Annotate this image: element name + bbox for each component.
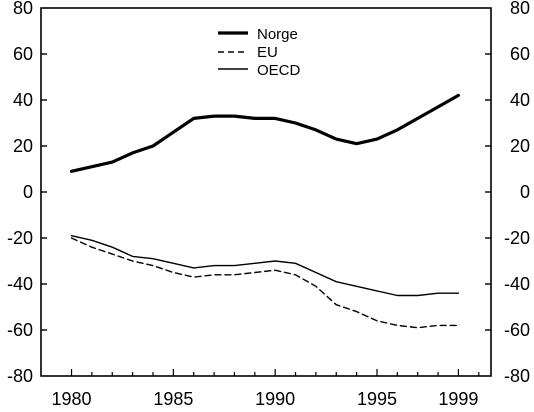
y-tick-label-left: 20 xyxy=(13,136,33,156)
legend-label-oecd: OECD xyxy=(257,62,301,79)
y-tick-label-right: -60 xyxy=(504,320,530,340)
legend: Norge EU OECD xyxy=(218,26,301,79)
y-tick-label-right: 20 xyxy=(510,136,530,156)
y-tick-label-left: 0 xyxy=(23,182,33,202)
axis-ticks: 80 80 60 60 40 40 20 20 0 0 -20 -20 -40 -40 -60 -60 -80 -… xyxy=(7,0,530,409)
series-line-norge xyxy=(69,93,460,173)
y-tick-label-left: -60 xyxy=(7,320,33,340)
y-tick-label-left: -20 xyxy=(7,228,33,248)
x-tick-label: 1985 xyxy=(153,389,193,409)
x-tick-label: 1999 xyxy=(438,389,478,409)
y-tick-label-right: -40 xyxy=(504,274,530,294)
series-line-oecd xyxy=(70,234,460,297)
y-tick-label-right: -20 xyxy=(504,228,530,248)
y-tick-label-right: 80 xyxy=(510,0,530,18)
legend-label-eu: EU xyxy=(257,44,278,61)
x-tick-label: 1995 xyxy=(357,389,397,409)
y-tick-label-left: -80 xyxy=(7,366,33,386)
y-tick-label-right: 0 xyxy=(520,182,530,202)
series-line-eu xyxy=(70,237,460,329)
y-tick-label-left: -40 xyxy=(7,274,33,294)
x-tick-label: 1980 xyxy=(52,389,92,409)
x-tick-label: 1990 xyxy=(255,389,295,409)
y-tick-label-left: 80 xyxy=(13,0,33,18)
legend-label-norge: Norge xyxy=(257,26,298,43)
y-tick-label-right: -80 xyxy=(504,366,530,386)
y-tick-label-left: 40 xyxy=(13,90,33,110)
y-tick-label-right: 40 xyxy=(510,90,530,110)
y-tick-label-left: 60 xyxy=(13,44,33,64)
y-tick-label-right: 60 xyxy=(510,44,530,64)
series-group xyxy=(69,93,460,329)
